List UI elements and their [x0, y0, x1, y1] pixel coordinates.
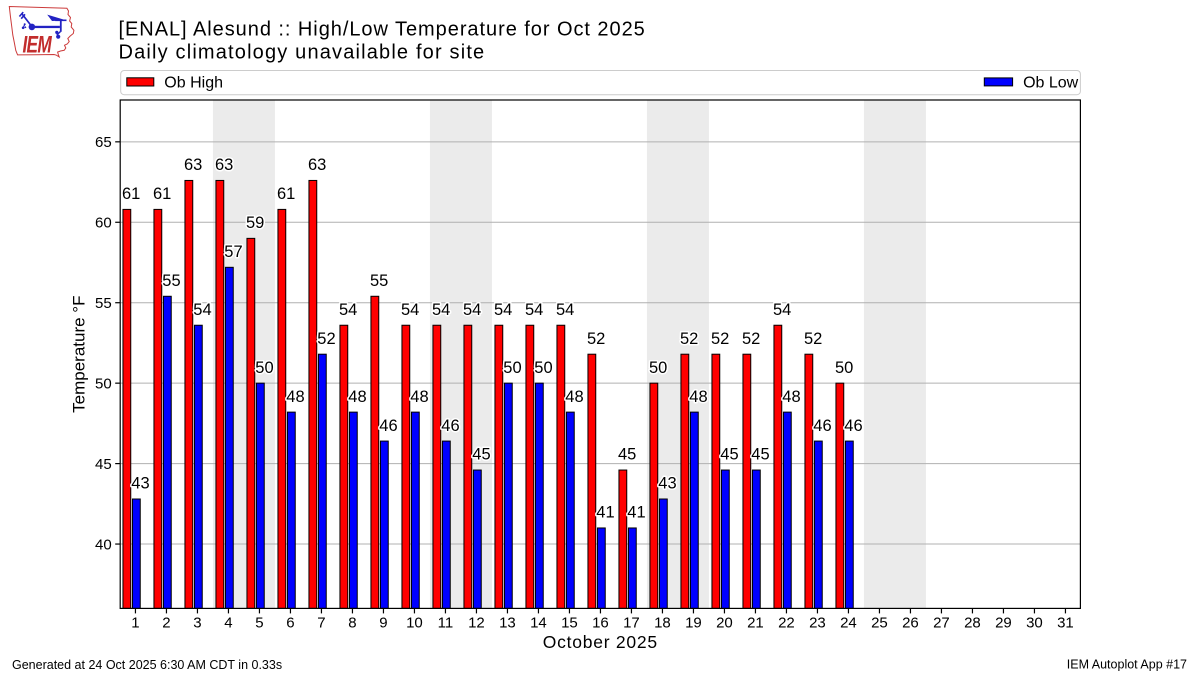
svg-text:31: 31	[1057, 615, 1074, 632]
svg-text:63: 63	[308, 156, 326, 174]
svg-text:46: 46	[379, 417, 397, 435]
svg-text:59: 59	[246, 214, 264, 232]
svg-text:26: 26	[902, 615, 919, 632]
svg-text:48: 48	[348, 388, 366, 406]
svg-text:50: 50	[95, 375, 112, 392]
svg-text:52: 52	[804, 330, 822, 348]
svg-text:55: 55	[370, 272, 388, 290]
svg-text:18: 18	[654, 615, 671, 632]
svg-text:5: 5	[255, 615, 263, 632]
svg-text:52: 52	[742, 330, 760, 348]
svg-text:27: 27	[933, 615, 950, 632]
svg-text:Temperature °F: Temperature °F	[70, 296, 89, 413]
svg-text:Generated at 24 Oct 2025 6:30: Generated at 24 Oct 2025 6:30 AM CDT in …	[12, 658, 282, 672]
svg-text:IEM: IEM	[22, 32, 52, 58]
svg-text:50: 50	[534, 359, 552, 377]
svg-text:43: 43	[658, 475, 676, 493]
svg-text:48: 48	[565, 388, 583, 406]
svg-text:45: 45	[720, 446, 738, 464]
svg-text:29: 29	[995, 615, 1012, 632]
svg-text:52: 52	[587, 330, 605, 348]
svg-text:IEM Autoplot App #17: IEM Autoplot App #17	[1067, 658, 1187, 672]
svg-text:Daily climatology unavailable: Daily climatology unavailable for site	[119, 42, 486, 64]
svg-text:28: 28	[964, 615, 981, 632]
svg-text:50: 50	[255, 359, 273, 377]
svg-text:October 2025: October 2025	[543, 632, 658, 652]
svg-text:Ob High: Ob High	[164, 75, 223, 92]
svg-text:60: 60	[95, 214, 112, 231]
svg-text:10: 10	[406, 615, 423, 632]
svg-text:52: 52	[317, 330, 335, 348]
svg-text:50: 50	[835, 359, 853, 377]
svg-text:43: 43	[131, 475, 149, 493]
svg-text:22: 22	[778, 615, 795, 632]
svg-text:7: 7	[317, 615, 325, 632]
svg-text:8: 8	[348, 615, 356, 632]
svg-text:41: 41	[627, 504, 645, 522]
svg-text:54: 54	[339, 301, 357, 319]
svg-text:25: 25	[871, 615, 888, 632]
svg-text:45: 45	[95, 456, 112, 473]
svg-text:45: 45	[472, 446, 490, 464]
svg-text:61: 61	[153, 185, 171, 203]
svg-text:14: 14	[530, 615, 547, 632]
svg-text:65: 65	[95, 134, 112, 151]
svg-text:61: 61	[122, 185, 140, 203]
svg-text:54: 54	[193, 301, 211, 319]
svg-text:46: 46	[844, 417, 862, 435]
svg-text:4: 4	[224, 615, 232, 632]
svg-text:52: 52	[711, 330, 729, 348]
svg-text:54: 54	[556, 301, 574, 319]
svg-text:63: 63	[215, 156, 233, 174]
svg-text:41: 41	[596, 504, 614, 522]
svg-text:54: 54	[525, 301, 543, 319]
svg-text:54: 54	[401, 301, 419, 319]
svg-text:54: 54	[773, 301, 791, 319]
svg-text:9: 9	[379, 615, 387, 632]
svg-text:55: 55	[95, 295, 112, 312]
svg-text:17: 17	[623, 615, 640, 632]
svg-text:50: 50	[649, 359, 667, 377]
svg-text:23: 23	[809, 615, 826, 632]
svg-text:1: 1	[131, 615, 139, 632]
svg-text:55: 55	[162, 272, 180, 290]
svg-text:12: 12	[468, 615, 485, 632]
svg-text:61: 61	[277, 185, 295, 203]
svg-text:6: 6	[286, 615, 294, 632]
svg-text:54: 54	[432, 301, 450, 319]
svg-text:54: 54	[463, 301, 481, 319]
svg-text:48: 48	[782, 388, 800, 406]
svg-text:20: 20	[716, 615, 733, 632]
svg-text:30: 30	[1026, 615, 1043, 632]
svg-text:57: 57	[224, 243, 242, 261]
svg-text:16: 16	[592, 615, 609, 632]
svg-text:21: 21	[747, 615, 764, 632]
svg-text:15: 15	[561, 615, 578, 632]
svg-text:[ENAL] Alesund :: High/Low Tem: [ENAL] Alesund :: High/Low Temperature f…	[119, 19, 646, 41]
svg-text:24: 24	[840, 615, 857, 632]
svg-text:63: 63	[184, 156, 202, 174]
svg-text:52: 52	[680, 330, 698, 348]
svg-text:48: 48	[286, 388, 304, 406]
svg-text:2: 2	[162, 615, 170, 632]
svg-text:45: 45	[751, 446, 769, 464]
svg-text:46: 46	[813, 417, 831, 435]
svg-text:3: 3	[193, 615, 201, 632]
svg-text:11: 11	[438, 615, 454, 632]
svg-text:40: 40	[95, 536, 112, 553]
svg-text:48: 48	[689, 388, 707, 406]
svg-text:48: 48	[410, 388, 428, 406]
svg-text:54: 54	[494, 301, 512, 319]
svg-text:50: 50	[503, 359, 521, 377]
svg-text:45: 45	[618, 446, 636, 464]
svg-text:13: 13	[499, 615, 516, 632]
svg-text:46: 46	[441, 417, 459, 435]
svg-text:19: 19	[685, 615, 702, 632]
svg-text:Ob Low: Ob Low	[1023, 75, 1079, 92]
